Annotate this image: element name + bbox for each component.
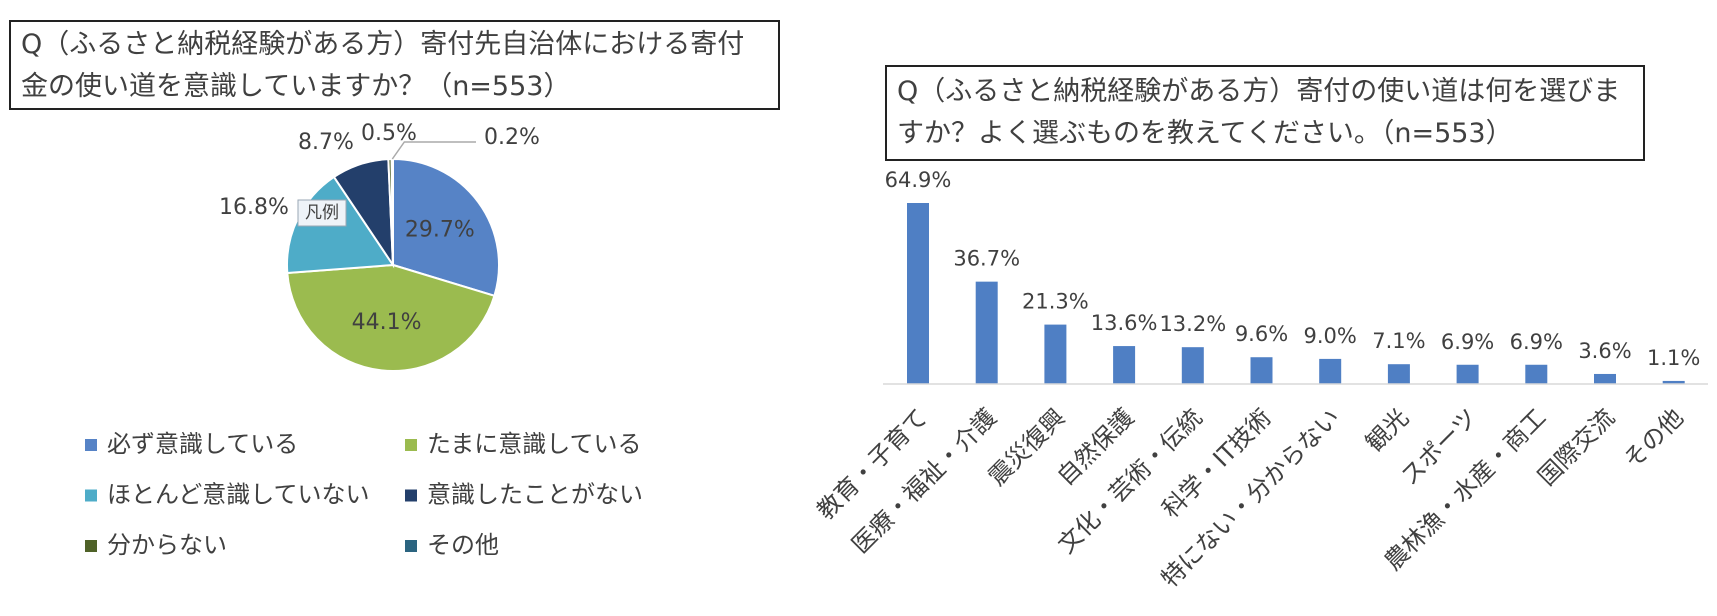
legend-marker <box>85 540 97 552</box>
bar <box>1250 357 1273 384</box>
bar <box>1181 347 1204 384</box>
data-label: 21.3% <box>1022 290 1089 314</box>
bar <box>1662 380 1685 384</box>
tooltip-box <box>297 199 347 227</box>
leader-line <box>391 141 476 160</box>
legend-marker <box>405 439 417 451</box>
data-label: 9.6% <box>1235 322 1288 346</box>
data-label: 6.9% <box>1441 330 1494 354</box>
legend-label: 必ず意識している <box>107 430 298 458</box>
data-label: 0.2% <box>484 125 540 150</box>
pie-slice <box>390 157 394 266</box>
legend-label: 意識したことがない <box>427 481 643 509</box>
data-label: 8.7% <box>298 130 354 155</box>
legend-label: たまに意識している <box>427 430 642 458</box>
bar-title: Q（ふるさと納税経験がある方）寄付の使い道は何を選びますか？よく選ぶものを教えて… <box>885 65 1645 161</box>
data-label: 6.9% <box>1510 330 1563 354</box>
data-label: 36.7% <box>953 247 1020 271</box>
data-label: 29.7% <box>405 217 475 242</box>
legend-marker <box>405 489 417 502</box>
legend-marker <box>85 489 97 502</box>
data-label: 3.6% <box>1578 339 1631 363</box>
bar <box>1319 358 1342 384</box>
legend-marker <box>405 540 417 552</box>
data-label: 64.9% <box>885 168 952 192</box>
data-label: 1.1% <box>1647 346 1700 370</box>
legend-marker <box>85 439 97 451</box>
legend-label: その他 <box>427 531 499 559</box>
legend-label: 分からない <box>107 531 227 559</box>
data-label: 13.2% <box>1159 312 1226 336</box>
bar <box>1594 373 1616 384</box>
data-label: 16.8% <box>219 195 289 220</box>
data-label: 13.6% <box>1091 311 1158 335</box>
x-tick-label: 国際交流 <box>1533 403 1621 491</box>
data-label: 9.0% <box>1304 324 1357 348</box>
x-tick-label: 観光 <box>1360 403 1414 457</box>
bar <box>1044 324 1067 384</box>
pie-title: Q（ふるさと納税経験がある方）寄付先自治体における寄付金の使い道を意識しています… <box>9 20 780 110</box>
bar <box>907 203 929 384</box>
bar <box>975 281 998 384</box>
data-label: 44.1% <box>352 310 422 335</box>
legend-label: ほとんど意識していない <box>107 481 370 509</box>
bar <box>1456 364 1479 384</box>
legend-tooltip: 凡例 <box>305 203 339 223</box>
data-label: 7.1% <box>1372 329 1425 353</box>
bar <box>1387 364 1410 384</box>
bar <box>1113 346 1136 384</box>
bar <box>1525 364 1548 384</box>
pie-slice <box>392 157 500 298</box>
pie-slice <box>286 263 496 372</box>
x-tick-label: その他 <box>1618 403 1689 474</box>
